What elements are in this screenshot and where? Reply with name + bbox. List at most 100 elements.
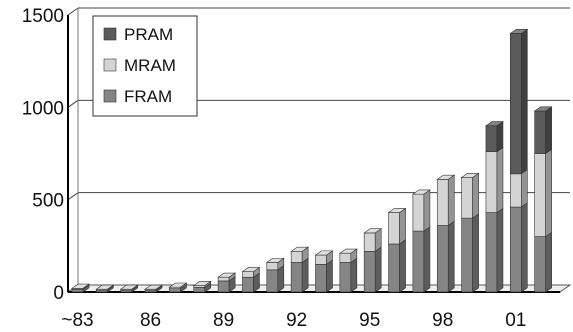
bar-stack-85 (119, 284, 139, 293)
bar-front (315, 263, 327, 293)
bar-front (388, 212, 400, 245)
bar-mram-98 (436, 174, 455, 227)
bar-stack-92 (290, 246, 310, 293)
x-tick-label-86: 86 (140, 310, 161, 331)
bar-pram-02 (534, 106, 552, 155)
bar-front (412, 230, 425, 293)
x-tick-label-89: 89 (213, 310, 234, 331)
bar-top-98 (436, 174, 456, 180)
bar-front (71, 288, 84, 293)
bar-front (485, 212, 498, 293)
bar-side (520, 169, 528, 208)
bar-front (509, 206, 522, 293)
bar-mram-00 (485, 146, 504, 214)
bar-side (447, 174, 455, 227)
bar-stack-91 (265, 257, 285, 293)
bar-fram-96 (388, 239, 406, 293)
bar-front (339, 252, 352, 263)
legend-swatch-mram (103, 58, 117, 72)
bar-front (363, 251, 376, 293)
bar-mram-92 (290, 246, 309, 264)
bar-front (534, 236, 546, 293)
bar-side (399, 207, 406, 245)
bar-front (193, 287, 206, 293)
bar-mram-02 (534, 148, 552, 238)
gridline-side-1500 (67, 7, 79, 16)
bar-top-89 (217, 272, 237, 278)
bar-mram-96 (388, 207, 406, 245)
bar-stack-98 (436, 174, 456, 293)
bar-top-95 (363, 228, 383, 234)
bar-stack-96 (387, 207, 407, 293)
bar-top-01 (509, 28, 529, 34)
legend: PRAM MRAM FRAM (92, 15, 198, 117)
bar-front (290, 262, 303, 293)
bar-front (509, 173, 522, 208)
bar-stack-89 (217, 272, 237, 293)
bar-front (242, 271, 254, 278)
bar-top-96 (387, 208, 407, 213)
gridline-side-500 (67, 192, 79, 201)
bar-front (339, 262, 352, 293)
bar-front (217, 276, 230, 282)
bar-top-88 (192, 281, 212, 286)
bar-fram-93 (315, 259, 333, 293)
bar-stack-00 (484, 121, 504, 293)
bar-side (423, 189, 431, 232)
bar-front (315, 254, 327, 265)
bar-fram-98 (436, 220, 455, 293)
bar-pram-01 (509, 28, 528, 175)
legend-label-mram: MRAM (124, 56, 176, 75)
bar-front (266, 262, 279, 271)
bar-stack-02 (533, 106, 553, 293)
bar-side (496, 207, 504, 293)
bar-front (217, 280, 230, 293)
bar-stack-90 (241, 266, 261, 293)
bar-fram-00 (485, 207, 504, 293)
bar-side (545, 148, 552, 238)
bar-stack-01 (509, 28, 529, 293)
bar-stack-88 (192, 280, 212, 293)
bar-stack-84 (95, 284, 115, 293)
bar-side (374, 246, 382, 293)
bar-fram-94 (339, 257, 358, 293)
bar-side (301, 257, 309, 293)
bar-side (545, 106, 552, 155)
bar-front (388, 243, 400, 293)
bar-stack-97 (411, 189, 431, 293)
bar-fram-97 (412, 226, 431, 293)
y-tick-label-500: 500 (32, 191, 64, 212)
x-tick-label-92: 92 (286, 310, 307, 331)
bar-front (363, 232, 376, 252)
bar-front (485, 151, 498, 213)
bar-top-93 (314, 250, 334, 256)
bar-side (472, 172, 479, 219)
bar-top-02 (533, 106, 553, 112)
gridline-side-1000 (67, 99, 79, 108)
bar-stack-87 (168, 282, 188, 293)
bar-fram-02 (534, 231, 552, 293)
bar-top-86 (144, 284, 164, 290)
bar-front (534, 110, 546, 154)
bar-front (509, 33, 522, 175)
bar-side (520, 28, 528, 175)
x-tick-label-~83: ~83 (61, 310, 93, 331)
bar-stack-86 (144, 284, 164, 293)
bar-top-~83 (71, 283, 90, 289)
legend-label-pram: PRAM (124, 25, 173, 44)
legend-label-fram: FRAM (124, 87, 172, 106)
bar-top-87 (168, 282, 188, 288)
bar-stack-99 (460, 172, 480, 293)
x-tick-label-95: 95 (359, 310, 380, 331)
legend-swatch-fram (103, 89, 117, 103)
bar-side (545, 231, 552, 293)
x-tick-label-98: 98 (432, 310, 453, 331)
bar-front (169, 288, 181, 293)
bar-stack-94 (338, 248, 358, 293)
bar-front (534, 153, 546, 237)
bar-top-94 (338, 248, 358, 254)
x-tick-label-01: 01 (505, 310, 526, 331)
bar-front (242, 276, 254, 293)
bar-stack-~83 (71, 283, 90, 293)
bar-top-84 (95, 284, 115, 290)
